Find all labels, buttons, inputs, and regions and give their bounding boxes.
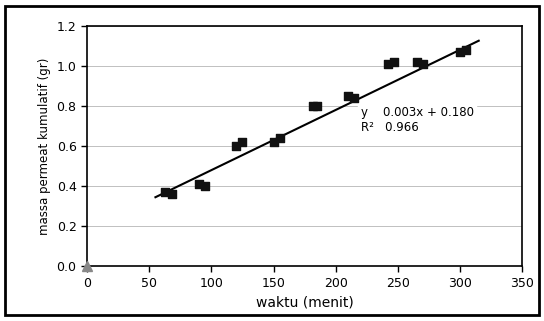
Point <box>456 49 465 54</box>
Point <box>201 184 209 189</box>
Point <box>390 59 399 64</box>
Point <box>275 135 284 141</box>
Point <box>238 139 247 144</box>
Point <box>309 103 318 108</box>
Point <box>195 182 203 187</box>
Point <box>350 95 358 100</box>
Point <box>418 61 427 66</box>
Point <box>161 190 170 195</box>
Point <box>344 93 353 99</box>
Point <box>269 139 278 144</box>
Point <box>167 192 176 197</box>
Point <box>412 59 421 64</box>
Point <box>313 103 322 108</box>
Point <box>232 143 240 149</box>
X-axis label: waktu (menit): waktu (menit) <box>256 295 354 309</box>
Point <box>384 61 392 66</box>
Y-axis label: massa permeat kumulatif (gr): massa permeat kumulatif (gr) <box>38 57 51 235</box>
Point <box>462 47 471 52</box>
Text: y    0.003x + 0.180
R²   0.966: y 0.003x + 0.180 R² 0.966 <box>361 106 474 134</box>
